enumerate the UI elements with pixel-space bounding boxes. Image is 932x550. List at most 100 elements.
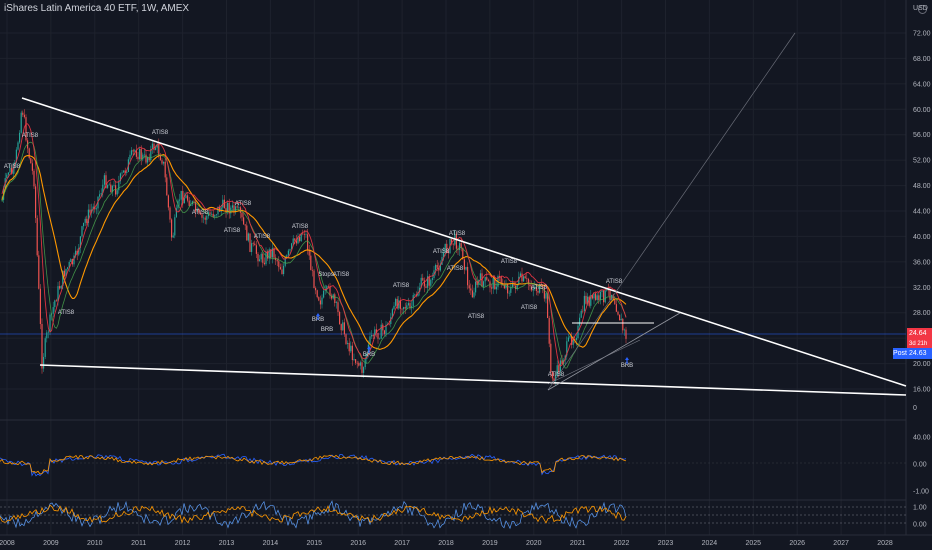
candle (323, 286, 325, 299)
candle (167, 194, 169, 211)
signal-label: ATIS8 (449, 231, 466, 237)
candle (371, 330, 373, 339)
candle (30, 157, 32, 164)
candle (153, 140, 155, 154)
candle (271, 243, 273, 264)
candle (425, 283, 427, 289)
candle (407, 297, 409, 307)
candle (76, 248, 78, 261)
candle (379, 337, 381, 340)
candle (123, 170, 125, 173)
price-axis-label: 36.00 (913, 259, 931, 266)
candle (591, 295, 593, 300)
candle (219, 204, 221, 212)
candle (231, 200, 233, 212)
candle (195, 198, 197, 218)
candle (300, 233, 302, 242)
candle (43, 353, 45, 372)
candle (119, 172, 121, 185)
last-price-tag: 24.64 (907, 328, 932, 339)
candle (251, 239, 253, 256)
candle (596, 292, 598, 302)
candle (513, 282, 515, 287)
candle (187, 193, 189, 203)
candle (510, 282, 512, 296)
candlestick-series[interactable] (1, 109, 627, 386)
candle (283, 263, 285, 277)
price-axis[interactable]: 72.00 68.00 64.00 60.00 56.00 52.00 48.00 44.00… (913, 31, 931, 394)
time-axis-label: 2019 (482, 540, 498, 547)
candle (422, 273, 424, 282)
time-axis-label: 2013 (219, 540, 235, 547)
candle (430, 278, 432, 288)
candle (223, 195, 225, 209)
candle (348, 338, 350, 356)
candle (417, 286, 419, 297)
signal-label: Stops (318, 272, 333, 278)
support-trendline-2[interactable] (547, 339, 641, 385)
candle (161, 158, 163, 166)
arrow-up-icon (367, 346, 371, 353)
candle (551, 371, 553, 382)
candle (465, 266, 467, 271)
candle (311, 266, 313, 277)
candle (507, 283, 509, 299)
candle (308, 244, 310, 260)
candle (68, 260, 70, 272)
candle (156, 141, 158, 154)
time-axis-label: 2022 (614, 540, 630, 547)
candle (337, 299, 339, 316)
candle (319, 295, 321, 310)
candle (404, 302, 406, 315)
candle (203, 214, 205, 224)
oscillator-pane-2[interactable] (0, 500, 906, 530)
lower-trendline[interactable] (39, 364, 907, 396)
candle (199, 210, 201, 215)
support-trendline[interactable] (547, 312, 681, 391)
candle (116, 189, 118, 197)
candle (567, 333, 569, 342)
oscillator-pane-1[interactable] (0, 453, 906, 477)
post-market-value: 24.63 (907, 348, 932, 359)
candle (460, 237, 462, 252)
candle (254, 240, 256, 246)
upper-trendline[interactable] (21, 97, 907, 387)
time-axis-label: 2018 (438, 540, 454, 547)
projection-line[interactable] (547, 32, 796, 391)
candle (145, 150, 147, 165)
candle (566, 336, 568, 360)
candle (527, 277, 529, 291)
collapse-icon[interactable] (918, 5, 927, 14)
candle (615, 299, 617, 312)
candle (243, 212, 245, 225)
candle (505, 279, 507, 290)
price-axis-label: 44.00 (913, 209, 931, 216)
candle (169, 206, 171, 223)
time-axis-label: 2017 (394, 540, 410, 547)
candle (281, 263, 283, 275)
candle (583, 290, 585, 313)
candle (486, 271, 488, 281)
candle (359, 360, 361, 370)
oscillator-line-orange (0, 454, 627, 475)
osc2-axis-label: 0.00 (913, 522, 927, 529)
candle (20, 110, 22, 134)
candle (492, 274, 494, 294)
candle (151, 141, 153, 154)
candle (471, 284, 473, 298)
candle (475, 278, 477, 296)
candle (625, 326, 627, 344)
time-axis[interactable]: 2008 2009 2010 2011 2012 2013 2014 2015 2016 2017… (0, 540, 893, 547)
candle (548, 315, 550, 348)
candle (340, 323, 342, 336)
candle (524, 274, 526, 279)
candle (118, 175, 120, 194)
signal-label: ATIS8 (521, 305, 538, 311)
candle (209, 207, 211, 216)
candle (375, 323, 377, 338)
candle (31, 159, 33, 175)
candle (83, 222, 85, 230)
candle (38, 250, 40, 290)
candle (140, 145, 142, 166)
